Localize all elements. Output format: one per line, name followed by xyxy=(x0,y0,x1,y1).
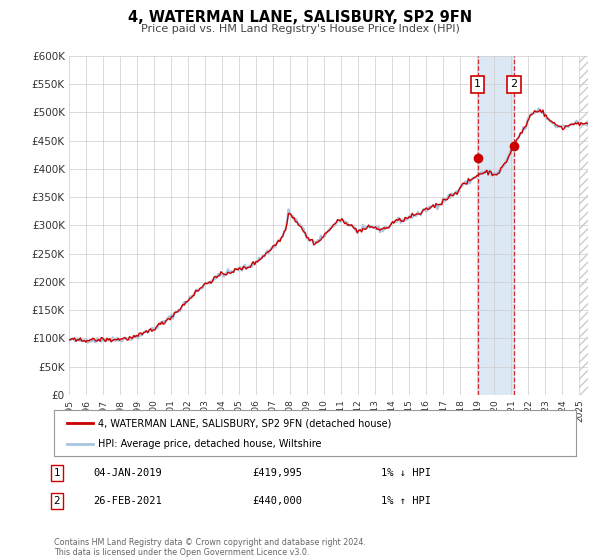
Text: Contains HM Land Registry data © Crown copyright and database right 2024.
This d: Contains HM Land Registry data © Crown c… xyxy=(54,538,366,557)
Text: 1: 1 xyxy=(474,79,481,89)
Text: 2: 2 xyxy=(53,496,61,506)
Text: 2: 2 xyxy=(511,79,518,89)
Bar xyxy=(478,56,514,395)
Text: 1% ↑ HPI: 1% ↑ HPI xyxy=(381,496,431,506)
Text: £419,995: £419,995 xyxy=(252,468,302,478)
Text: Price paid vs. HM Land Registry's House Price Index (HPI): Price paid vs. HM Land Registry's House … xyxy=(140,24,460,34)
Text: HPI: Average price, detached house, Wiltshire: HPI: Average price, detached house, Wilt… xyxy=(98,440,322,450)
Text: 04-JAN-2019: 04-JAN-2019 xyxy=(93,468,162,478)
Bar xyxy=(580,56,588,395)
Bar xyxy=(580,56,588,395)
Text: 4, WATERMAN LANE, SALISBURY, SP2 9FN: 4, WATERMAN LANE, SALISBURY, SP2 9FN xyxy=(128,10,472,25)
Text: 26-FEB-2021: 26-FEB-2021 xyxy=(93,496,162,506)
Text: 4, WATERMAN LANE, SALISBURY, SP2 9FN (detached house): 4, WATERMAN LANE, SALISBURY, SP2 9FN (de… xyxy=(98,418,392,428)
Text: 1% ↓ HPI: 1% ↓ HPI xyxy=(381,468,431,478)
Text: 1: 1 xyxy=(53,468,61,478)
Text: £440,000: £440,000 xyxy=(252,496,302,506)
